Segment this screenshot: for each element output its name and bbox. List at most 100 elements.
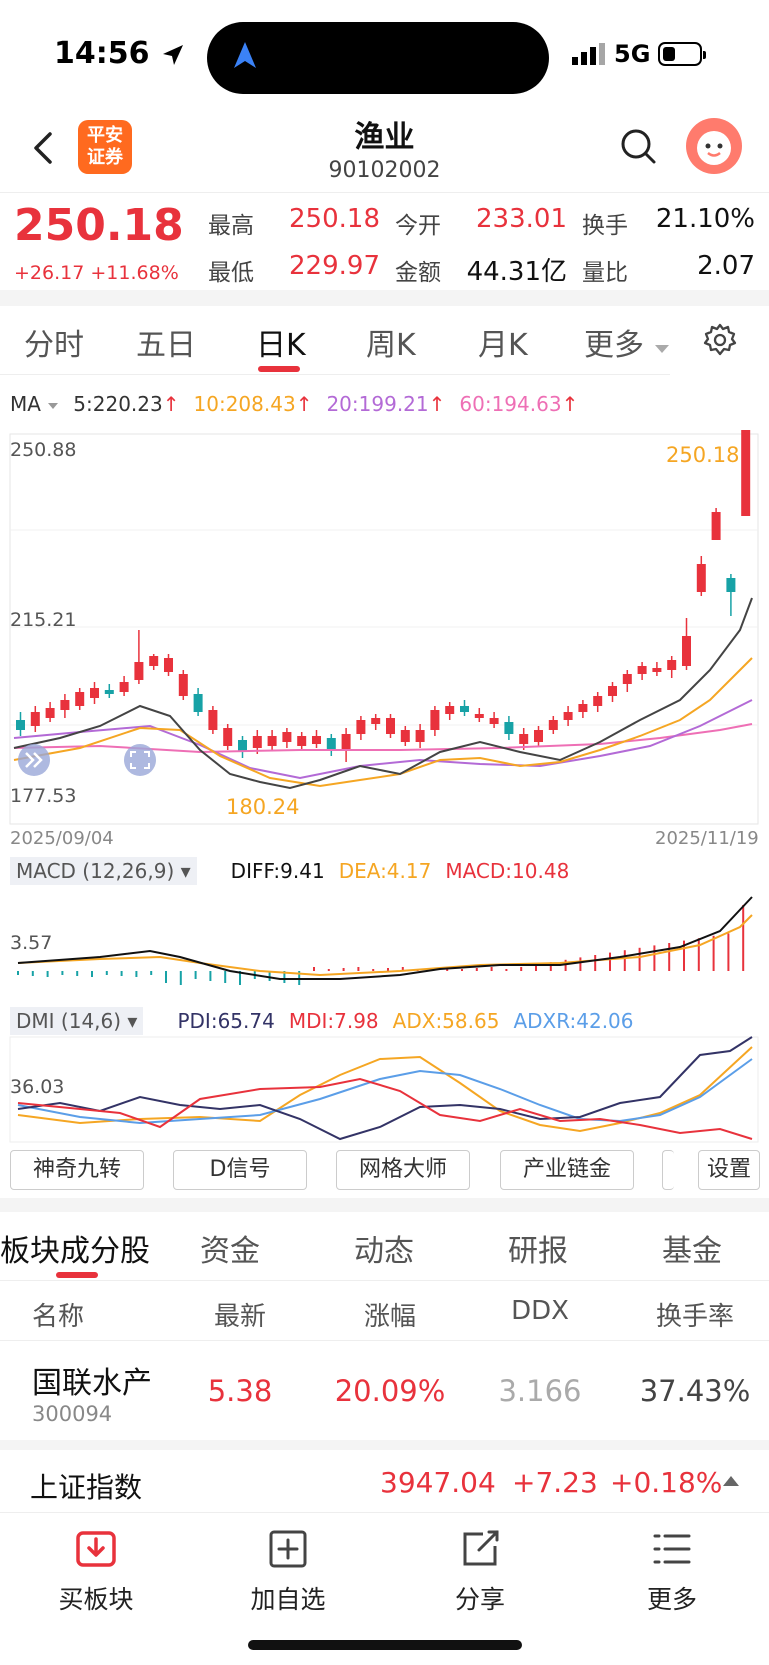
dmi-legend: DMI (14,6) ▾ PDI:65.74 MDI:7.98 ADX:58.6… [10, 1007, 634, 1035]
settings-gear-icon[interactable] [702, 322, 738, 358]
col-header-name[interactable]: 名称 [31, 1302, 84, 1332]
dmi-y-label: 36.03 [10, 1076, 64, 1098]
logo-line2: 证券 [87, 147, 123, 168]
candle-body [652, 668, 662, 672]
col-header-latest[interactable]: 最新 [213, 1302, 266, 1332]
candle-body [208, 710, 218, 730]
candle-body [726, 578, 736, 592]
quote-value-low: 229.97 [289, 251, 380, 281]
dmi-chart[interactable]: 36.03 [0, 1035, 769, 1145]
ma-selector[interactable]: MA [10, 392, 59, 416]
tab-funds[interactable]: 基金 [662, 1234, 722, 1269]
dmi-adxr-line [17, 1058, 753, 1125]
candle-body [637, 666, 647, 674]
candle-body [415, 730, 425, 742]
candle-body [430, 710, 440, 730]
candle-body [149, 656, 159, 666]
add-watchlist-label: 加自选 [250, 1585, 326, 1614]
tool-industry-chain[interactable]: 产业链金 [500, 1150, 634, 1190]
tool-settings[interactable]: 设置 [698, 1150, 760, 1190]
dmi-pdi: PDI:65.74 [177, 1009, 275, 1033]
candle-body [386, 718, 395, 734]
tool-grid-master[interactable]: 网格大师 [336, 1150, 470, 1190]
kline-chart[interactable]: 250.88 215.21 177.53 180.24 250.18 2025/… [0, 430, 769, 850]
up-arrow-icon: ↑ [428, 392, 446, 416]
tab-news[interactable]: 动态 [354, 1234, 414, 1269]
col-header-change[interactable]: 涨幅 [363, 1302, 416, 1332]
macd-selector[interactable]: MACD (12,26,9) ▾ [10, 857, 197, 885]
tool-magic-nine[interactable]: 神奇九转 [10, 1150, 144, 1190]
ma5-line [13, 597, 753, 790]
tab-weekly-k[interactable]: 周K [366, 328, 416, 363]
index-name: 上证指数 [30, 1471, 143, 1504]
up-arrow-icon: ↑ [295, 392, 313, 416]
dmi-mdi: MDI:7.98 [288, 1009, 379, 1033]
section-gap [0, 290, 769, 306]
fullscreen-icon[interactable] [124, 744, 156, 776]
candle-body [578, 704, 588, 712]
candle-body [164, 658, 173, 672]
tab-intraday[interactable]: 分时 [24, 328, 84, 363]
candle-body [519, 734, 529, 744]
candle-body [119, 682, 129, 692]
quote-value-turnover: 21.10% [655, 204, 755, 234]
network-label: 5G [614, 40, 651, 68]
candle-body [400, 730, 410, 742]
sector-code: 90102002 [328, 158, 441, 183]
y-axis-top-label: 250.88 [10, 439, 76, 461]
tab-active-indicator [56, 1272, 98, 1278]
stock-latest: 5.38 [207, 1374, 273, 1408]
candle-body [371, 718, 381, 724]
candle-body [134, 662, 144, 680]
divider [0, 1280, 769, 1281]
x-axis-end-date: 2025/11/19 [655, 828, 759, 849]
stock-code: 300094 [32, 1402, 113, 1426]
tab-five-day[interactable]: 五日 [136, 328, 196, 363]
macd-chart[interactable]: 3.57 [0, 885, 769, 1000]
battery-icon [658, 42, 707, 66]
candle-body [193, 694, 203, 712]
dmi-mdi-line [17, 1077, 753, 1140]
candle-body [445, 706, 455, 714]
tool-overflow[interactable] [662, 1150, 674, 1190]
tool-d-signal[interactable]: D信号 [173, 1150, 307, 1190]
candle-body [489, 718, 499, 724]
tab-monthly-k[interactable]: 月K [478, 328, 528, 363]
back-icon[interactable] [24, 128, 64, 168]
candle-body [75, 692, 85, 706]
stock-name: 国联水产 [32, 1366, 152, 1401]
candle-body [741, 430, 751, 516]
col-header-turnover[interactable]: 换手率 [655, 1302, 734, 1332]
divider [0, 374, 670, 375]
candle-body [252, 736, 262, 748]
buy-sector-button[interactable]: 买板块 [36, 1528, 156, 1616]
tab-fund-flow[interactable]: 资金 [200, 1234, 260, 1269]
share-label: 分享 [454, 1585, 505, 1614]
tab-more[interactable]: 更多 [584, 320, 670, 364]
tab-daily-k[interactable]: 日K [256, 328, 306, 363]
avatar[interactable] [686, 118, 742, 174]
candle-body [696, 564, 706, 592]
location-arrow-icon [162, 44, 183, 65]
ma-legend[interactable]: MA 5:220.23↑ 10:208.43↑ 20:199.21↑ 60:19… [10, 392, 578, 416]
add-watchlist-button[interactable]: 加自选 [228, 1528, 348, 1616]
candle-body [45, 708, 55, 718]
tab-sector-constituents[interactable]: 板块成分股 [0, 1234, 150, 1269]
dmi-selector[interactable]: DMI (14,6) ▾ [10, 1007, 144, 1035]
macd-diff-line [17, 896, 753, 980]
tab-research[interactable]: 研报 [508, 1234, 568, 1269]
tab-more-label: 更多 [584, 328, 644, 363]
candle-body [178, 674, 188, 696]
quote-value-open: 233.01 [476, 204, 567, 234]
candle-body [608, 686, 617, 696]
more-button[interactable]: 更多 [612, 1528, 732, 1616]
search-icon[interactable] [618, 126, 658, 166]
share-button[interactable]: 分享 [420, 1528, 540, 1616]
ma20-text: 20:199.21 [326, 392, 429, 416]
candle-body [563, 712, 573, 720]
candle-body [593, 696, 603, 706]
caret-up-icon[interactable] [722, 1474, 740, 1488]
up-arrow-icon: ↑ [561, 392, 579, 416]
stock-turnover: 37.43% [639, 1374, 751, 1408]
col-header-ddx[interactable]: DDX [511, 1296, 569, 1326]
